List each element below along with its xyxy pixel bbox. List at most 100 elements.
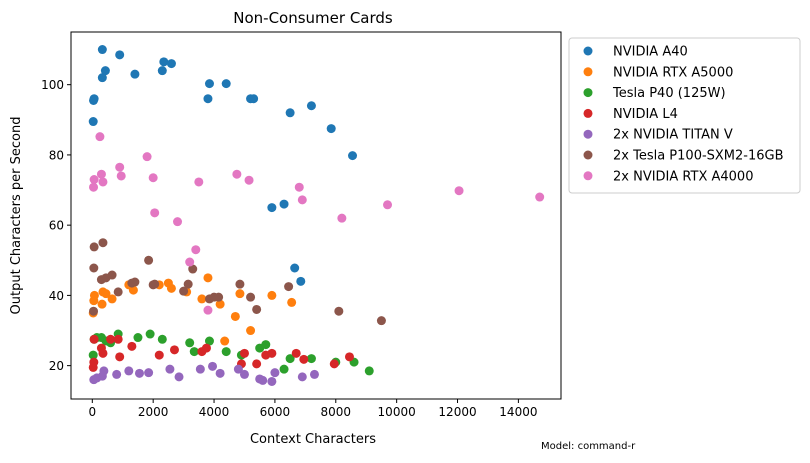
data-point: [297, 372, 307, 382]
data-point: [112, 369, 122, 379]
data-point: [88, 350, 98, 360]
data-points: [88, 45, 545, 386]
x-tick-label: 0: [88, 405, 96, 419]
legend-marker: [583, 129, 593, 139]
data-point: [185, 257, 195, 267]
data-point: [258, 375, 268, 385]
legend-marker: [583, 171, 593, 181]
data-point: [383, 200, 393, 210]
data-point: [89, 306, 99, 316]
y-tick-label: 60: [49, 219, 64, 233]
data-point: [144, 255, 154, 265]
data-point: [364, 366, 374, 376]
data-point: [133, 333, 143, 343]
data-point: [279, 364, 289, 374]
data-point: [99, 366, 109, 376]
data-point: [166, 59, 176, 69]
data-point: [201, 343, 211, 353]
data-point: [215, 368, 225, 378]
legend-marker: [583, 108, 593, 118]
legend-label: 2x Tesla P100-SXM2-16GB: [613, 149, 784, 164]
data-point: [334, 306, 344, 316]
data-point: [134, 368, 144, 378]
data-point: [270, 368, 280, 378]
data-point: [89, 94, 99, 104]
data-point: [130, 277, 140, 287]
data-point: [287, 297, 297, 307]
data-point: [306, 354, 316, 364]
data-point: [215, 299, 225, 309]
data-point: [89, 334, 99, 344]
legend-label: NVIDIA RTX A5000: [613, 65, 733, 80]
legend-label: 2x NVIDIA TITAN V: [613, 128, 733, 143]
data-point: [249, 94, 259, 104]
x-axis-label: Context Characters: [250, 432, 376, 447]
data-point: [285, 108, 295, 118]
data-point: [203, 94, 213, 104]
data-point: [221, 347, 231, 357]
data-point: [150, 208, 160, 218]
data-point: [267, 203, 277, 213]
x-tick-label: 4000: [199, 405, 230, 419]
data-point: [188, 264, 198, 274]
data-point: [130, 69, 140, 79]
data-point: [148, 173, 158, 183]
legend-marker: [583, 67, 593, 77]
data-point: [154, 350, 164, 360]
data-point: [235, 289, 245, 299]
data-point: [157, 66, 167, 76]
data-point: [96, 169, 106, 179]
data-point: [107, 270, 117, 280]
data-point: [239, 369, 249, 379]
data-point: [252, 359, 262, 369]
data-point: [89, 263, 99, 273]
series: [88, 45, 358, 286]
data-point: [113, 287, 123, 297]
data-point: [221, 79, 231, 89]
data-point: [189, 347, 199, 357]
data-point: [203, 305, 213, 315]
series: [88, 334, 354, 372]
data-point: [150, 279, 160, 289]
data-point: [230, 311, 240, 321]
series: [89, 361, 319, 386]
data-point: [214, 292, 224, 302]
data-point: [173, 217, 183, 227]
data-point: [204, 336, 214, 346]
data-point: [204, 79, 214, 89]
data-point: [284, 282, 294, 292]
data-point: [88, 117, 98, 127]
data-point: [246, 292, 256, 302]
data-point: [294, 182, 304, 192]
x-tick-label: 10000: [378, 405, 416, 419]
data-point: [203, 273, 213, 283]
data-point: [299, 354, 309, 364]
data-point: [115, 162, 125, 172]
data-point: [306, 101, 316, 111]
data-point: [100, 66, 110, 76]
data-point: [115, 352, 125, 362]
data-point: [128, 285, 138, 295]
legend-marker: [583, 88, 593, 98]
data-point: [297, 195, 307, 205]
data-point: [220, 336, 230, 346]
data-point: [101, 289, 111, 299]
y-axis-label: Output Characters per Second: [9, 117, 24, 315]
data-point: [127, 341, 137, 351]
data-point: [98, 238, 108, 248]
data-point: [113, 334, 123, 344]
data-point: [115, 50, 125, 60]
data-point: [157, 334, 167, 344]
data-point: [89, 242, 99, 252]
data-point: [337, 213, 347, 223]
data-point: [267, 376, 277, 386]
legend-marker: [583, 150, 593, 160]
data-point: [348, 151, 358, 161]
data-point: [144, 368, 154, 378]
data-point: [174, 372, 184, 382]
data-point: [89, 357, 99, 367]
legend-label: NVIDIA A40: [613, 45, 688, 60]
data-point: [309, 369, 319, 379]
data-point: [244, 175, 254, 185]
